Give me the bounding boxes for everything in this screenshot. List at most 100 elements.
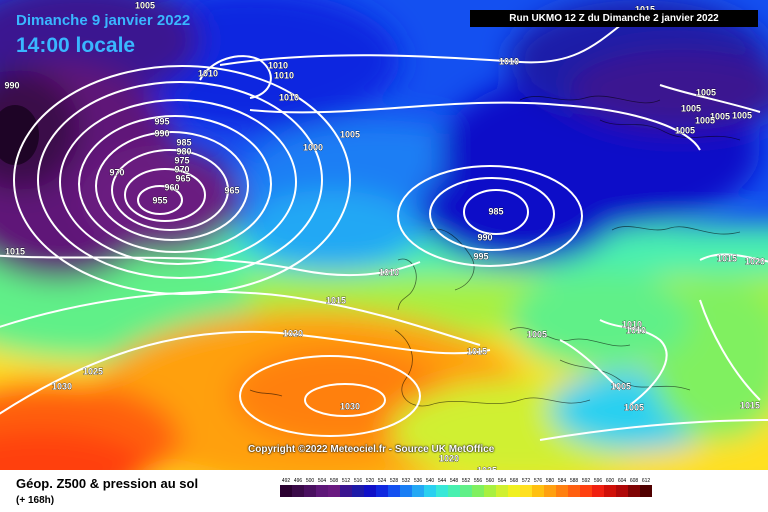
legend-cell: 548 xyxy=(448,477,460,497)
legend-swatch xyxy=(340,485,352,497)
isobar-label: 1030 xyxy=(340,401,360,411)
map-title: Géop. Z500 & pression au sol xyxy=(16,476,199,491)
legend-value: 500 xyxy=(305,478,315,484)
isobar-label: 990 xyxy=(154,128,169,138)
legend-cell: 592 xyxy=(580,477,592,497)
isobar-label: 965 xyxy=(175,173,190,183)
legend-swatch xyxy=(436,485,448,497)
legend-swatch xyxy=(484,485,496,497)
legend-swatch xyxy=(532,485,544,497)
legend-swatch xyxy=(388,485,400,497)
isobar-label: 1030 xyxy=(52,381,72,391)
isobar-label: 995 xyxy=(154,116,169,126)
isobar-label: 1005 xyxy=(527,329,547,339)
legend-cell: 596 xyxy=(592,477,604,497)
isobar-label: 1010 xyxy=(198,68,218,78)
isobar-labels: 1005990101010101010101099599098598097597… xyxy=(4,0,765,470)
legend-swatch xyxy=(556,485,568,497)
isobar-label: 1010 xyxy=(279,92,299,102)
isobar-label: 1015 xyxy=(635,4,655,14)
legend-swatch xyxy=(544,485,556,497)
legend-swatch xyxy=(424,485,436,497)
legend-swatch xyxy=(496,485,508,497)
isobar-label: 1015 xyxy=(5,246,25,256)
isobar-label: 1010 xyxy=(622,319,642,329)
isobar-label: 1025 xyxy=(477,465,497,470)
legend-value: 568 xyxy=(509,478,519,484)
forecast-lead-time: (+ 168h) xyxy=(16,495,55,506)
legend-swatch xyxy=(604,485,616,497)
isobar-label: 1015 xyxy=(326,295,346,305)
legend-value: 604 xyxy=(617,478,627,484)
coastlines xyxy=(249,95,741,407)
legend-value: 516 xyxy=(353,478,363,484)
legend-swatch xyxy=(460,485,472,497)
isobar-label: 1020 xyxy=(745,256,765,266)
legend-swatch xyxy=(400,485,412,497)
legend-value: 572 xyxy=(521,478,531,484)
legend-swatch xyxy=(304,485,316,497)
legend-cell: 572 xyxy=(520,477,532,497)
legend-value: 504 xyxy=(317,478,327,484)
isobar-label: 1005 xyxy=(696,87,716,97)
legend-value: 552 xyxy=(461,478,471,484)
legend-value: 532 xyxy=(401,478,411,484)
legend-swatch xyxy=(292,485,304,497)
isobar-label: 1005 xyxy=(681,103,701,113)
legend-value: 564 xyxy=(497,478,507,484)
isobar-label: 1015 xyxy=(717,253,737,263)
legend-swatch xyxy=(520,485,532,497)
weather-map: 1005990101010101010101099599098598097597… xyxy=(0,0,768,470)
legend-value: 528 xyxy=(389,478,399,484)
isobar-label: 1010 xyxy=(268,60,288,70)
legend-cell: 556 xyxy=(472,477,484,497)
legend-cell: 504 xyxy=(316,477,328,497)
legend-swatch xyxy=(472,485,484,497)
geopotential-color-field xyxy=(0,0,768,470)
isobar-label: 975 xyxy=(174,155,189,165)
isobar-label: 1015 xyxy=(740,400,760,410)
legend-value: 536 xyxy=(413,478,423,484)
legend-swatch xyxy=(508,485,520,497)
isobar-label: 970 xyxy=(109,167,124,177)
isobar-label: 1010 xyxy=(379,267,399,277)
isobar-label: 1000 xyxy=(303,142,323,152)
legend-value: 608 xyxy=(629,478,639,484)
legend-swatch xyxy=(316,485,328,497)
legend-value: 596 xyxy=(593,478,603,484)
isobars xyxy=(0,9,768,441)
legend-value: 576 xyxy=(533,478,543,484)
legend-value: 508 xyxy=(329,478,339,484)
legend-cell: 524 xyxy=(376,477,388,497)
legend-value: 612 xyxy=(641,478,651,484)
legend-cell: 576 xyxy=(532,477,544,497)
legend-cell: 600 xyxy=(604,477,616,497)
legend-cell: 528 xyxy=(388,477,400,497)
legend-cell: 568 xyxy=(508,477,520,497)
legend-cell: 588 xyxy=(568,477,580,497)
legend-swatch xyxy=(376,485,388,497)
isobar-label: 990 xyxy=(477,232,492,242)
model-run-info: Run UKMO 12 Z du Dimanche 2 janvier 2022 xyxy=(470,10,758,27)
legend-cell: 520 xyxy=(364,477,376,497)
isobar-label: 1010 xyxy=(499,56,519,66)
legend-cell: 540 xyxy=(424,477,436,497)
legend-swatch xyxy=(328,485,340,497)
legend-cell: 496 xyxy=(292,477,304,497)
legend-value: 496 xyxy=(293,478,303,484)
isobar-label: 1005 xyxy=(611,381,631,391)
legend-swatch xyxy=(568,485,580,497)
legend-cell: 612 xyxy=(640,477,652,497)
legend-value: 584 xyxy=(557,478,567,484)
legend-value: 556 xyxy=(473,478,483,484)
isobar-label: 1025 xyxy=(83,366,103,376)
legend-value: 512 xyxy=(341,478,351,484)
legend-cell: 536 xyxy=(412,477,424,497)
legend-swatch xyxy=(616,485,628,497)
legend-value: 560 xyxy=(485,478,495,484)
legend-cell: 604 xyxy=(616,477,628,497)
isobar-label: 1005 xyxy=(624,402,644,412)
legend-cell: 508 xyxy=(328,477,340,497)
isobar-label: 1020 xyxy=(439,453,459,463)
legend-value: 540 xyxy=(425,478,435,484)
